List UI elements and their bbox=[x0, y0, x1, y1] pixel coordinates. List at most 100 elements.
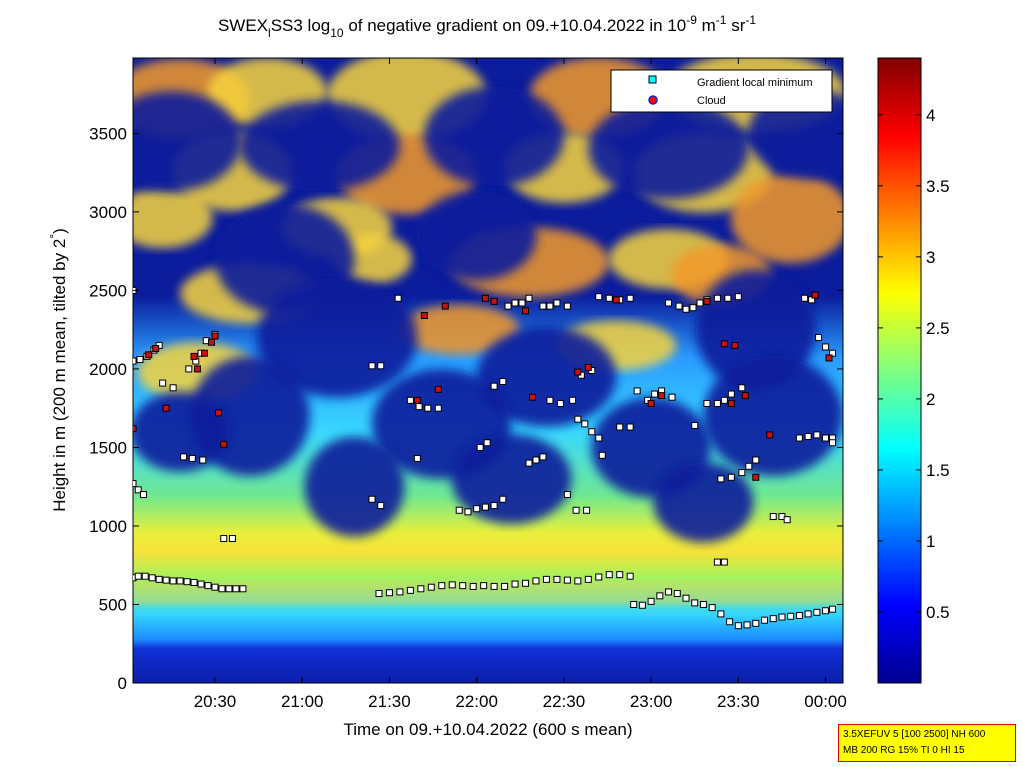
cloud-marker bbox=[727, 399, 735, 407]
cloud-marker bbox=[490, 297, 498, 305]
gradient-minimum-marker bbox=[713, 558, 721, 566]
gradient-minimum-marker bbox=[633, 387, 641, 395]
gradient-minimum-marker bbox=[377, 502, 385, 510]
cloud-marker bbox=[612, 296, 620, 304]
legend-label-gradient-minimum: Gradient local minimum bbox=[697, 77, 813, 89]
gradient-minimum-marker bbox=[424, 404, 432, 412]
gradient-minimum-marker bbox=[539, 302, 547, 310]
gradient-minimum-marker bbox=[159, 379, 167, 387]
gradient-minimum-marker bbox=[532, 577, 540, 585]
gradient-minimum-marker bbox=[546, 302, 554, 310]
colorbar-tick-label: 3 bbox=[926, 248, 935, 267]
x-tick-label: 21:30 bbox=[368, 692, 411, 711]
chart-title: SWEXlSS3 log10 of negative gradient on 0… bbox=[218, 13, 756, 40]
marker-layer bbox=[133, 286, 837, 630]
gradient-minimum-marker bbox=[413, 454, 421, 462]
gradient-minimum-marker bbox=[556, 399, 564, 407]
gradient-minimum-marker bbox=[133, 357, 137, 365]
gradient-minimum-marker bbox=[815, 334, 823, 342]
gradient-minimum-marker bbox=[185, 365, 193, 373]
cloud-marker bbox=[214, 409, 222, 417]
gradient-minimum-marker bbox=[225, 585, 233, 593]
plot-frame bbox=[132, 57, 844, 684]
heatmap-plot-area bbox=[133, 58, 843, 683]
gradient-minimum-marker bbox=[480, 582, 488, 590]
gradient-minimum-marker bbox=[675, 302, 683, 310]
legend-label-cloud: Cloud bbox=[697, 95, 726, 107]
gradient-minimum-marker bbox=[385, 589, 393, 597]
cloud-marker bbox=[647, 399, 655, 407]
x-tick-label: 21:00 bbox=[281, 692, 324, 711]
gradient-minimum-marker bbox=[499, 495, 507, 503]
gradient-minimum-marker bbox=[377, 362, 385, 370]
cloud-marker bbox=[731, 341, 739, 349]
gradient-minimum-marker bbox=[190, 578, 198, 586]
gradient-minimum-marker bbox=[668, 393, 676, 401]
gradient-minimum-marker bbox=[438, 582, 446, 590]
gradient-minimum-marker bbox=[162, 576, 170, 584]
legend-marker-gradient-minimum bbox=[648, 75, 657, 84]
x-tick-label: 20:30 bbox=[194, 692, 237, 711]
gradient-minimum-marker bbox=[738, 469, 746, 477]
gradient-minimum-marker bbox=[459, 582, 467, 590]
gradient-minimum-marker bbox=[717, 610, 725, 618]
gradient-minimum-marker bbox=[574, 415, 582, 423]
gradient-minimum-marker bbox=[752, 456, 760, 464]
gradient-minimum-marker bbox=[822, 434, 830, 442]
y-axis: 0 500 1000 1500 2000 2500 3000 3500 bbox=[89, 124, 843, 693]
y-tick-label: 1500 bbox=[89, 438, 127, 457]
gradient-minimum-marker bbox=[490, 382, 498, 390]
colorbar-tick-label: 0.5 bbox=[926, 603, 950, 622]
low-value-feature bbox=[239, 100, 400, 191]
gradient-minimum-marker bbox=[504, 302, 512, 310]
gradient-minimum-marker bbox=[218, 585, 226, 593]
gradient-minimum-marker bbox=[720, 396, 728, 404]
cloud-marker bbox=[152, 345, 160, 353]
warm-feature bbox=[730, 173, 843, 264]
gradient-minimum-marker bbox=[199, 456, 207, 464]
gradient-minimum-marker bbox=[696, 299, 704, 307]
y-tick-label: 3000 bbox=[89, 203, 127, 222]
gradient-minimum-marker bbox=[813, 608, 821, 616]
gradient-minimum-marker bbox=[734, 293, 742, 301]
gradient-minimum-marker bbox=[415, 403, 423, 411]
gradient-minimum-marker bbox=[511, 580, 519, 588]
gradient-minimum-marker bbox=[469, 582, 477, 590]
cloud-marker bbox=[703, 297, 711, 305]
gradient-minimum-marker bbox=[682, 594, 690, 602]
gradient-minimum-marker bbox=[572, 506, 580, 514]
gradient-minimum-marker bbox=[525, 459, 533, 467]
gradient-minimum-marker bbox=[169, 384, 177, 392]
gradient-minimum-marker bbox=[822, 343, 830, 351]
gradient-minimum-marker bbox=[220, 535, 228, 543]
gradient-minimum-marker bbox=[553, 575, 561, 583]
x-tick-label: 22:30 bbox=[543, 692, 586, 711]
gradient-minimum-marker bbox=[532, 456, 540, 464]
cloud-series bbox=[133, 291, 833, 481]
gradient-minimum-marker bbox=[481, 503, 489, 511]
gradient-minimum-marker bbox=[375, 589, 383, 597]
gradient-minimum-marker bbox=[180, 453, 188, 461]
gradient-minimum-marker bbox=[563, 302, 571, 310]
cloud-marker bbox=[190, 352, 198, 360]
gradient-minimum-marker bbox=[232, 585, 240, 593]
gradient-minimum-marker bbox=[626, 572, 634, 580]
gradient-minimum-marker bbox=[743, 621, 751, 629]
cloud-marker bbox=[162, 404, 170, 412]
gradient-minimum-marker bbox=[713, 399, 721, 407]
gradient-minimum-marker bbox=[651, 390, 659, 398]
gradient-minimum-marker bbox=[406, 586, 414, 594]
gradient-minimum-marker bbox=[724, 294, 732, 302]
gradient-minimum-marker bbox=[795, 611, 803, 619]
gradient-minimum-marker bbox=[583, 506, 591, 514]
colorbar-tick-label: 1 bbox=[926, 532, 935, 551]
cloud-marker bbox=[811, 291, 819, 299]
cloud-marker bbox=[194, 365, 202, 373]
gradient-minimum-marker bbox=[656, 592, 664, 600]
gradient-minimum-marker bbox=[133, 480, 137, 488]
low-value-feature bbox=[703, 356, 843, 477]
cloud-marker bbox=[752, 473, 760, 481]
gradient-minimum-marker bbox=[511, 299, 519, 307]
gradient-minimum-marker bbox=[787, 612, 795, 620]
